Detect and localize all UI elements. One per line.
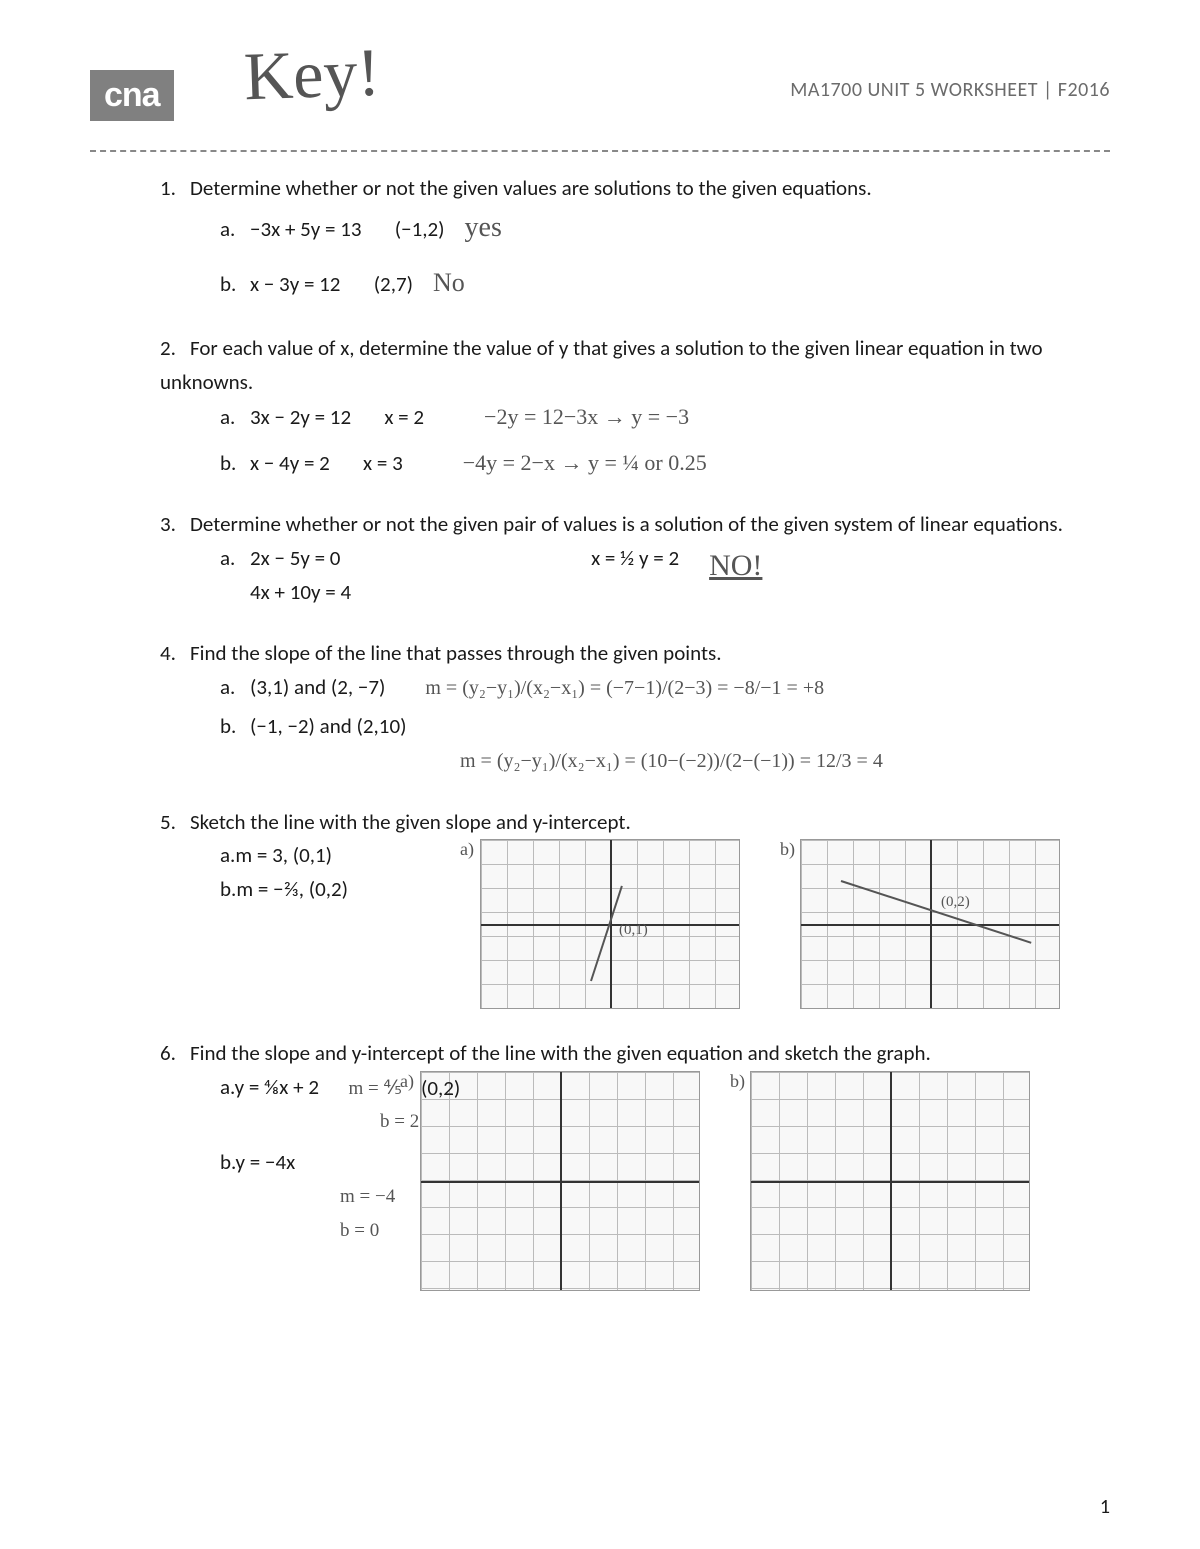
- question-6: 6.Find the slope and y-intercept of the …: [160, 1037, 1110, 1291]
- q6a-letter: a.: [220, 1074, 235, 1100]
- q6b-eq: y = −4x: [236, 1149, 296, 1175]
- q5a-letter: a.: [220, 842, 235, 868]
- q1b-answer: No: [433, 262, 465, 304]
- q5a-eq: m = 3, (0,1): [235, 842, 332, 868]
- q6-graph-b-label: b): [730, 1067, 745, 1096]
- q6a-m: m = ⅘: [348, 1074, 401, 1104]
- q6a-b: b = 2: [240, 1107, 419, 1137]
- q5b-letter: b.: [220, 876, 236, 902]
- question-2: 2.For each value of x, determine the val…: [160, 332, 1110, 480]
- q2a-work: −2y = 12−3x → y = −3: [484, 399, 689, 434]
- q6b-b: b = 0: [240, 1216, 379, 1246]
- q4a-letter: a.: [220, 671, 250, 705]
- q3a-vals: x = ½ y = 2: [591, 542, 679, 576]
- page-number: 1: [1100, 1495, 1110, 1519]
- q6-graph-a: a) (0,2): [420, 1071, 700, 1291]
- q1b-letter: b.: [220, 268, 250, 302]
- q5-graph-a: a) (0,1): [480, 839, 740, 1009]
- q1a-letter: a.: [220, 213, 250, 247]
- q5b-eq: m = −⅔, (0,2): [236, 876, 348, 902]
- q2b-work: −4y = 2−x → y = ¼ or 0.25: [463, 445, 707, 480]
- q4a-pts: (3,1) and (2, −7): [250, 671, 385, 705]
- question-3: 3.Determine whether or not the given pai…: [160, 508, 1110, 609]
- question-4: 4.Find the slope of the line that passes…: [160, 637, 1110, 777]
- q1b-eq: x − 3y = 12 (2,7): [250, 268, 413, 302]
- q6-num: 6.: [160, 1037, 190, 1071]
- q6b-m: m = −4: [240, 1182, 395, 1212]
- q4-text: Find the slope of the line that passes t…: [190, 640, 722, 666]
- q5-graph-a-pt: (0,1): [619, 918, 648, 942]
- page-title: MA1700 UNIT 5 WORKSHEET | F2016: [790, 78, 1110, 102]
- q2a-eq: 3x − 2y = 12 x = 2: [250, 401, 424, 435]
- q3-num: 3.: [160, 508, 190, 542]
- q3-text: Determine whether or not the given pair …: [190, 511, 1063, 537]
- q2-text: For each value of x, determine the value…: [160, 335, 1043, 395]
- q1a-answer: yes: [465, 206, 502, 251]
- q4b-work: m = (y₂−y₁)/(x₂−x₁) = (10−(−2))/(2−(−1))…: [180, 745, 883, 777]
- q3a-answer: NO!: [709, 542, 762, 590]
- q4a-work: m = (y₂−y₁)/(x₂−x₁) = (−7−1)/(2−3) = −8/…: [425, 672, 824, 704]
- q5-num: 5.: [160, 806, 190, 840]
- q3a-eq1: 2x − 5y = 0: [250, 542, 351, 576]
- question-1: 1.Determine whether or not the given val…: [160, 172, 1110, 304]
- q5-graph-a-label: a): [460, 835, 474, 864]
- q3a-eq2: 4x + 10y = 4: [250, 576, 351, 610]
- header: cna Key! MA1700 UNIT 5 WORKSHEET | F2016: [90, 60, 1110, 150]
- q4-num: 4.: [160, 637, 190, 671]
- q5-text: Sketch the line with the given slope and…: [190, 809, 631, 835]
- q2b-letter: b.: [220, 447, 250, 481]
- q4b-pts: (−1, −2) and (2,10): [250, 710, 406, 744]
- q2b-eq: x − 4y = 2 x = 3: [250, 447, 403, 481]
- q5-graph-b-label: b): [780, 835, 795, 864]
- q6-graph-b: b): [750, 1071, 1030, 1291]
- q4b-letter: b.: [220, 710, 250, 744]
- logo: cna: [90, 70, 174, 121]
- q3a-letter: a.: [220, 542, 250, 576]
- q1-num: 1.: [160, 172, 190, 206]
- q2a-letter: a.: [220, 401, 250, 435]
- q1-text: Determine whether or not the given value…: [190, 175, 872, 201]
- q6a-eq: y = ⅘x + 2: [235, 1074, 319, 1100]
- handwritten-key: Key!: [242, 33, 381, 117]
- q6b-letter: b.: [220, 1149, 236, 1175]
- q5-graph-b-pt: (0,2): [941, 890, 970, 914]
- question-5: 5.Sketch the line with the given slope a…: [160, 806, 1110, 1010]
- q6-text: Find the slope and y-intercept of the li…: [190, 1040, 931, 1066]
- q2-num: 2.: [160, 332, 190, 366]
- q6-graph-a-label: a): [400, 1067, 414, 1096]
- content: 1.Determine whether or not the given val…: [90, 172, 1110, 1291]
- q1a-eq: −3x + 5y = 13 (−1,2): [250, 213, 445, 247]
- header-divider: [90, 150, 1110, 152]
- q5-graph-b: b) (0,2): [800, 839, 1060, 1009]
